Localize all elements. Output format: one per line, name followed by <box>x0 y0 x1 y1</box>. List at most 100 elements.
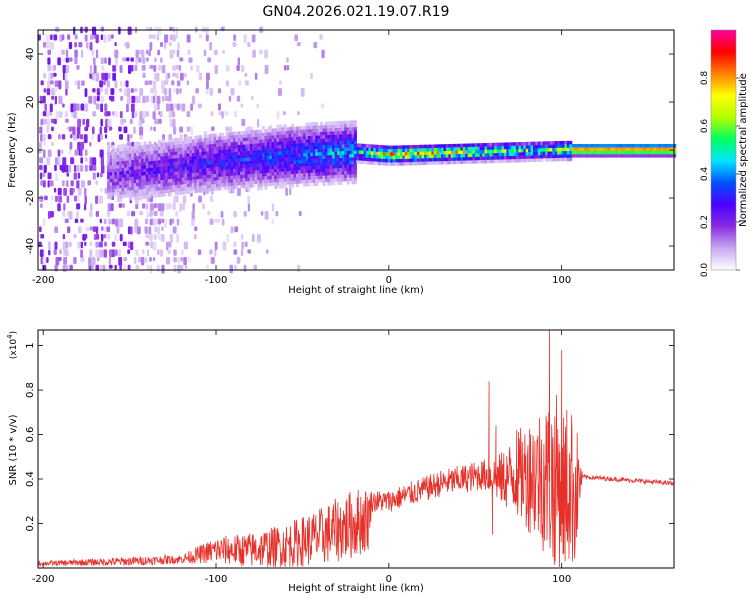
spectrogram-cell <box>322 158 326 163</box>
spectrogram-cell <box>324 155 328 159</box>
spectrogram-cell <box>247 42 251 48</box>
spectrogram-cell <box>111 182 115 186</box>
spectrogram-cell <box>107 165 111 169</box>
spectrogram-cell <box>165 165 169 170</box>
spectrogram-cell <box>186 136 190 141</box>
spectrogram-cell <box>138 152 142 156</box>
spectrogram-cell <box>159 210 164 217</box>
spectrogram-cell <box>162 149 166 153</box>
spectrogram-cell <box>138 57 142 63</box>
colorbar-tick-label: 0.8 <box>700 71 710 86</box>
spectrogram-cell <box>658 144 662 148</box>
spectrogram-cell <box>637 150 641 155</box>
spectrogram-cell <box>89 241 92 247</box>
spectrogram-cell <box>225 179 229 183</box>
spectrogram-cell <box>157 180 161 184</box>
spectrogram-cell <box>283 174 287 179</box>
spectrogram-cell <box>136 176 140 180</box>
spectrogram-cell <box>182 157 186 161</box>
spectrogram-cell <box>315 169 319 173</box>
spectrogram-cell <box>119 157 123 162</box>
spectrogram-cell <box>99 218 102 224</box>
spectrogram-cell <box>315 165 319 170</box>
spectrogram-cell <box>358 146 362 151</box>
spectrogram-cell <box>158 118 162 124</box>
spectrogram-cell <box>225 176 229 180</box>
spectrogram-cell <box>441 150 445 155</box>
spectrogram-cell <box>293 146 297 151</box>
spectrogram-cell <box>329 165 333 169</box>
spectrogram-cell <box>95 72 100 82</box>
spectrogram-cell <box>511 145 515 150</box>
spectrogram-cell <box>136 142 140 146</box>
spectrogram-cell <box>610 144 614 148</box>
spectrogram-cell <box>191 142 195 147</box>
spectrogram-cell <box>518 145 522 149</box>
spectrogram-cell <box>220 176 224 180</box>
spectrogram-cell <box>261 179 265 184</box>
spectrogram-cell <box>73 111 77 119</box>
spectrogram-cell <box>225 186 229 190</box>
spectrogram-cell <box>298 146 302 151</box>
spectrogram-cell <box>187 257 191 263</box>
spectrogram-cell <box>387 162 391 166</box>
spectrogram-cell <box>186 156 190 161</box>
spectrogram-cell <box>288 167 292 171</box>
spectrogram-cell <box>315 145 319 150</box>
spectrogram-cell <box>237 134 241 139</box>
spectrogram-cell <box>228 175 232 180</box>
spectrogram-cell <box>293 150 297 154</box>
spectrogram-cell <box>131 190 135 194</box>
spectrogram-cell <box>346 130 350 135</box>
spectrogram-cell <box>586 154 590 158</box>
spectrogram-cell <box>404 151 408 156</box>
spectrogram-cell <box>216 146 220 151</box>
spectrogram-cell <box>276 134 280 139</box>
spectrogram-cell <box>327 165 331 169</box>
spectrogram-cell <box>234 226 239 233</box>
spectrogram-cell <box>552 154 556 159</box>
spectrogram-cell <box>179 154 183 158</box>
spectrogram-cell <box>470 143 474 147</box>
spectrogram-cell <box>247 174 251 178</box>
spectrogram-cell <box>53 72 57 77</box>
spectrogram-cell <box>245 184 249 189</box>
spectrogram-cell <box>583 144 587 148</box>
spectrogram-cell <box>264 149 268 153</box>
spectrogram-cell <box>252 146 256 151</box>
spectrogram-cell <box>148 80 153 85</box>
spectrogram-cell <box>564 154 568 158</box>
spectrogram-cell <box>237 144 241 149</box>
spectrogram-cell <box>245 140 249 145</box>
spectrogram-cell <box>281 151 285 155</box>
colorbar-label: Normalized spectral amplitude <box>738 73 749 227</box>
spectrogram-cell <box>503 149 507 153</box>
spectrogram-cell <box>169 34 174 41</box>
spectrogram-cell <box>153 164 157 168</box>
spectrogram-cell <box>329 144 333 149</box>
spectrogram-cell <box>549 144 553 149</box>
spectrogram-cell <box>624 150 628 155</box>
spectrogram-cell <box>165 103 170 112</box>
spectrogram-cell <box>303 166 307 170</box>
spectrogram-cell <box>216 186 220 191</box>
spectrogram-cell <box>353 120 357 124</box>
spectrogram-cell <box>186 176 190 181</box>
spectrogram-cell <box>249 130 253 134</box>
spectrogram-cell <box>249 177 253 181</box>
colorbar-tick-label: 0.4 <box>700 167 710 182</box>
spectrogram-cell <box>220 169 224 174</box>
spectrogram-cell <box>278 127 282 132</box>
spectrogram-cell <box>109 175 113 179</box>
spectrogram-cell <box>549 151 553 155</box>
spectrogram-cell <box>136 145 140 150</box>
spectrogram-cell <box>450 143 454 148</box>
spectrogram-cell <box>462 157 466 161</box>
spectrogram-cell <box>353 123 357 128</box>
spectrogram-cell <box>179 177 183 182</box>
spectrogram-cell <box>344 174 348 178</box>
spectrogram-cell <box>203 168 207 172</box>
spectrogram-cell <box>242 147 246 152</box>
spectrogram-cell <box>230 138 234 143</box>
spectrogram-cell <box>116 164 120 169</box>
